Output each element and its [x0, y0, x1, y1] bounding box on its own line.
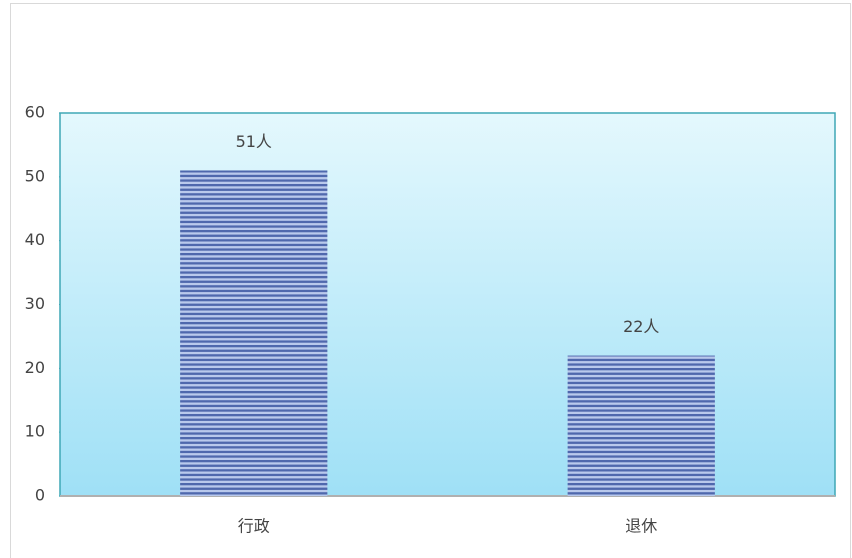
- data-label: 22人: [623, 317, 659, 336]
- y-tick-label: 10: [25, 422, 45, 441]
- x-tick-label: 退休: [625, 517, 657, 536]
- x-tick-label: 行政: [238, 517, 270, 536]
- bar: [567, 355, 715, 496]
- y-tick-label: 60: [25, 103, 45, 122]
- y-tick-label: 50: [25, 166, 45, 185]
- frame: [10, 3, 851, 558]
- y-tick-label: 20: [25, 358, 45, 377]
- bar: [180, 170, 328, 496]
- data-label: 51人: [236, 132, 272, 151]
- plot-area: [59, 112, 836, 497]
- y-tick-label: 0: [35, 486, 45, 505]
- y-tick-label: 40: [25, 230, 45, 249]
- y-tick-label: 30: [25, 294, 45, 313]
